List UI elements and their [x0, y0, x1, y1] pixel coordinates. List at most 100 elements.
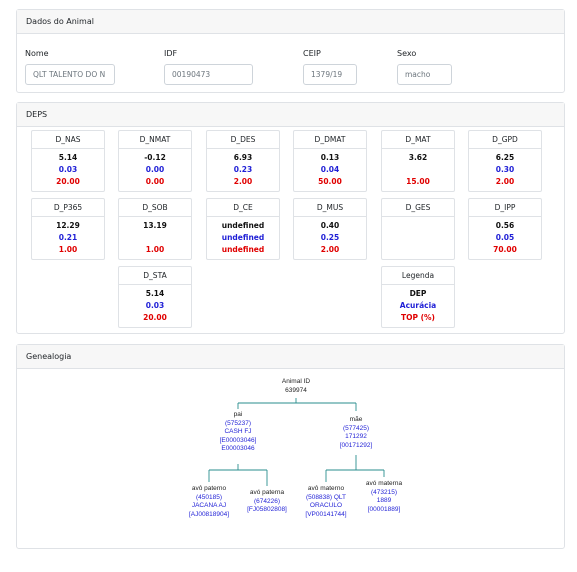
dep-title: D_CE: [207, 199, 279, 217]
top-value: 20.00: [143, 313, 167, 322]
root-label: Animal ID: [281, 378, 311, 385]
father-line: [E00003046]: [219, 436, 257, 444]
field-nome: Nome QLT TALENTO DO N: [25, 49, 115, 85]
accuracy-value: 0.23: [233, 165, 253, 174]
dep-box-d-sob: D_SOB 13.19 1.00: [118, 198, 192, 260]
legend-title: Legenda: [382, 267, 454, 285]
animal-data-header: Dados do Animal: [17, 10, 564, 34]
mat-grandfather-label: avô materno: [307, 485, 345, 492]
top-value: undefined: [221, 245, 265, 254]
root-id: 639974: [285, 386, 307, 394]
pat-grandmother-line: [FJ05802808]: [247, 506, 287, 514]
accuracy-value: 0.00: [145, 165, 165, 174]
dep-value: 5.14: [58, 153, 78, 162]
pat-grandfather-line: (450185): [195, 493, 223, 501]
field-idf: IDF 00190473: [164, 49, 253, 85]
dep-value: 0.56: [495, 221, 515, 230]
mat-grandmother-label: avó materna: [365, 480, 403, 487]
dep-title: D_MUS: [294, 199, 366, 217]
field-ceip: CEIP 1379/19: [303, 49, 357, 85]
pat-grandfather-line: JACANA AJ: [191, 502, 227, 510]
dep-value: 0.13: [320, 153, 340, 162]
accuracy-value: [119, 232, 191, 244]
dep-value: [382, 220, 454, 232]
genealogy-card: Genealogia Animal ID 639974 pai (575237)…: [16, 344, 565, 549]
father-line: CASH FJ: [224, 428, 252, 436]
top-value: 2.00: [320, 245, 340, 254]
mat-grandmother-line: [00001889]: [367, 505, 401, 513]
mother-node: mãe (577425) 171292 [00171292]: [326, 416, 386, 450]
dep-box-d-ipp: D_IPP 0.56 0.05 70.00: [468, 198, 542, 260]
maternal-grandmother-node: avó materna (473215) 1889 [00001889]: [354, 480, 414, 514]
top-value: 20.00: [56, 177, 80, 186]
dep-box-d-gpd: D_GPD 6.25 0.30 2.00: [468, 130, 542, 192]
nome-input[interactable]: QLT TALENTO DO N: [25, 64, 115, 85]
father-line: E00003046: [221, 445, 255, 453]
dep-box-d-dmat: D_DMAT 0.13 0.04 50.00: [293, 130, 367, 192]
idf-input[interactable]: 00190473: [164, 64, 253, 85]
dep-value: 6.93: [233, 153, 253, 162]
pat-grandmother-line: (674226): [253, 497, 281, 505]
ceip-label: CEIP: [303, 49, 321, 58]
dep-value: -0.12: [144, 153, 166, 162]
accuracy-value: 0.30: [495, 165, 515, 174]
mat-grandmother-line: (473215): [370, 488, 398, 496]
top-value: [382, 244, 454, 256]
root-animal-node: Animal ID 639974: [276, 378, 316, 395]
sexo-label: Sexo: [397, 49, 417, 58]
mat-grandmother-line: 1889: [376, 497, 392, 505]
paternal-grandfather-node: avô paterno (450185) JACANA AJ [AJ008189…: [179, 485, 239, 519]
accuracy-value: 0.03: [145, 301, 165, 310]
mother-label: mãe: [349, 416, 363, 423]
dep-box-d-nas: D_NAS 5.14 0.03 20.00: [31, 130, 105, 192]
dep-box-d-mus: D_MUS 0.40 0.25 2.00: [293, 198, 367, 260]
dep-box-d-nmat: D_NMAT -0.12 0.00 0.00: [118, 130, 192, 192]
dep-value: 6.25: [495, 153, 515, 162]
idf-label: IDF: [164, 49, 178, 58]
top-value: 2.00: [495, 177, 515, 186]
accuracy-value: [382, 232, 454, 244]
father-label: pai: [233, 411, 243, 418]
sexo-input[interactable]: macho: [397, 64, 452, 85]
dep-title: D_MAT: [382, 131, 454, 149]
top-value: 50.00: [318, 177, 342, 186]
mat-grandfather-line: (508838) QLT: [306, 493, 346, 501]
dep-title: D_DES: [207, 131, 279, 149]
ceip-input[interactable]: 1379/19: [303, 64, 357, 85]
dep-title: D_GES: [382, 199, 454, 217]
dep-title: D_GPD: [469, 131, 541, 149]
accuracy-value: 0.21: [58, 233, 78, 242]
dep-title: D_NMAT: [119, 131, 191, 149]
dep-value: 13.19: [143, 221, 167, 230]
accuracy-value: undefined: [221, 233, 265, 242]
dep-box-d-ce: D_CE undefined undefined undefined: [206, 198, 280, 260]
maternal-grandfather-node: avô materno (508838) QLT ORACULO [VP0014…: [296, 485, 356, 519]
legend-top: TOP (%): [401, 313, 435, 322]
top-value: 70.00: [493, 245, 517, 254]
mother-line: [00171292]: [339, 441, 373, 449]
dep-title: D_STA: [119, 267, 191, 285]
dep-title: D_SOB: [119, 199, 191, 217]
pedigree-connectors: [208, 398, 385, 486]
genealogy-header: Genealogia: [17, 345, 564, 369]
dep-box-d-p365: D_P365 12.29 0.21 1.00: [31, 198, 105, 260]
dep-box-d-des: D_DES 6.93 0.23 2.00: [206, 130, 280, 192]
deps-header: DEPS: [17, 103, 564, 127]
paternal-grandmother-node: avó paterna (674226) [FJ05802808]: [237, 489, 297, 515]
dep-title: D_NAS: [32, 131, 104, 149]
top-value: 15.00: [406, 177, 430, 186]
dep-value: undefined: [221, 221, 265, 230]
legend-box: Legenda DEP Acurácia TOP (%): [381, 266, 455, 328]
mat-grandfather-line: [VP00141744]: [305, 510, 347, 518]
mother-line: (577425): [342, 424, 370, 432]
pat-grandmother-label: avó paterna: [249, 489, 285, 496]
legend-dep: DEP: [409, 289, 427, 298]
top-value: 0.00: [145, 177, 165, 186]
field-sexo: Sexo macho: [397, 49, 452, 85]
animal-data-card: Dados do Animal Nome QLT TALENTO DO N ID…: [16, 9, 565, 93]
dep-value: 3.62: [408, 153, 428, 162]
nome-label: Nome: [25, 49, 49, 58]
dep-box-d-sta: D_STA 5.14 0.03 20.00: [118, 266, 192, 328]
dep-title: D_P365: [32, 199, 104, 217]
top-value: 2.00: [233, 177, 253, 186]
